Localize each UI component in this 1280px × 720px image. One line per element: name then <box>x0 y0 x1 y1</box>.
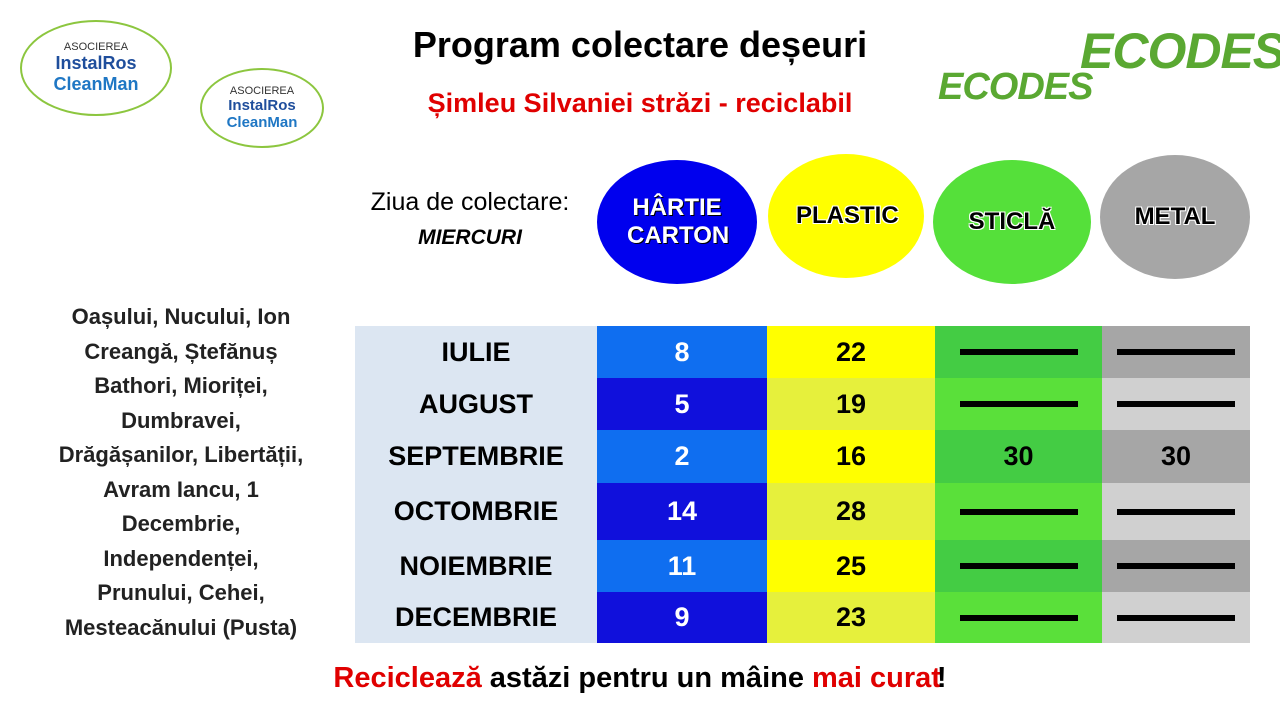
logo-text: ASOCIEREA <box>229 85 295 97</box>
street-line: Avram Iancu, 1 <box>103 476 259 502</box>
table-cell <box>935 540 1102 592</box>
category-name: HÂRTIE CARTON <box>627 194 730 249</box>
dash <box>1117 563 1235 569</box>
dash <box>959 349 1078 355</box>
table-cell: 14 <box>597 483 767 540</box>
table-cell: 25 <box>767 540 935 592</box>
dash <box>959 401 1078 407</box>
streets: Oașului, Nucului, Ion Creangă, Ștefănuș Ba… <box>22 300 340 645</box>
footer: Reciclează astăzi pentru un mâine mai cura… <box>0 662 1280 695</box>
logo: ASOCIEREA InstalRos CleanMan <box>20 20 172 116</box>
table-cell <box>1102 326 1250 378</box>
collection-day: MIERCURI <box>418 226 522 249</box>
table-cell <box>1102 540 1250 592</box>
table-cell: 16 <box>767 430 935 483</box>
street-line: Prunului, Cehei, <box>97 580 265 605</box>
dash <box>959 563 1078 569</box>
street-line: Mesteacănului (Pusta) <box>64 614 298 640</box>
subtitle: Șimleu Silvaniei străzi - reciclabil <box>427 88 853 118</box>
logo: ASOCIEREA InstalRos CleanMan <box>200 68 324 148</box>
footer-part: ! <box>936 662 947 694</box>
dash <box>959 508 1078 515</box>
logo-text: CleanMan <box>226 114 298 131</box>
logo-text: InstalRos <box>228 97 296 114</box>
category-name: METAL <box>1134 203 1216 230</box>
table-cell: 23 <box>767 592 935 643</box>
logo-text: ASOCIEREA <box>63 41 129 53</box>
table-cell: 8 <box>597 326 767 378</box>
month-cell: OCTOMBRIE <box>355 483 597 540</box>
category-oval: STICLĂ <box>933 160 1091 284</box>
month-cell: SEPTEMBRIE <box>355 430 597 483</box>
month-cell: AUGUST <box>355 378 597 430</box>
collection-label: Ziua de colectare: <box>370 188 570 216</box>
category-oval: PLASTIC <box>768 154 924 278</box>
dash <box>1117 508 1235 515</box>
footer-part: mai curat <box>811 662 941 694</box>
category-oval: METAL <box>1100 155 1250 279</box>
table-cell: 28 <box>767 483 935 540</box>
dash <box>1117 401 1235 407</box>
table-cell <box>1102 592 1250 643</box>
dash <box>1117 349 1235 355</box>
dash <box>1117 614 1235 621</box>
table-cell: 30 <box>935 430 1102 483</box>
title: Program colectare deșeuri <box>412 24 868 65</box>
category-name: PLASTIC <box>796 202 899 229</box>
table-cell: 11 <box>597 540 767 592</box>
street-line: Bathori, Mioriței, <box>94 373 268 398</box>
street-line: Creangă, Ștefănuș <box>84 338 278 364</box>
month-cell: NOIEMBRIE <box>355 540 597 592</box>
category-name: STICLĂ <box>968 208 1056 235</box>
street-line: Oașului, Nucului, Ion <box>71 304 291 329</box>
table-cell <box>1102 378 1250 430</box>
street-line: Independenței, <box>103 545 259 571</box>
ecodes-logo: ECODES <box>938 66 1093 108</box>
table-cell: 22 <box>767 326 935 378</box>
logo-text: InstalRos <box>55 53 137 73</box>
footer-part: astăzi pentru un mâine <box>489 662 804 694</box>
table-cell <box>1102 483 1250 540</box>
street-line: Drăgășanilor, Libertății, <box>58 442 304 467</box>
dash <box>959 614 1078 621</box>
table-cell <box>935 326 1102 378</box>
month-cell: DECEMBRIE <box>355 592 597 643</box>
table-cell <box>935 483 1102 540</box>
table-cell <box>935 378 1102 430</box>
table-cell: 19 <box>767 378 935 430</box>
street-line: Dumbravei, <box>121 407 241 433</box>
category-oval: HÂRTIE CARTON <box>597 160 757 284</box>
street-line: Decembrie, <box>121 511 241 536</box>
table-cell: 2 <box>597 430 767 483</box>
table-cell: 5 <box>597 378 767 430</box>
table-cell: 30 <box>1102 430 1250 483</box>
logo-text: CleanMan <box>53 74 139 94</box>
table-cell <box>935 592 1102 643</box>
month-cell: IULIE <box>355 326 597 378</box>
ecodes-logo: ECODES <box>1080 23 1280 79</box>
table-cell: 9 <box>597 592 767 643</box>
footer-part: Reciclează <box>333 662 482 694</box>
